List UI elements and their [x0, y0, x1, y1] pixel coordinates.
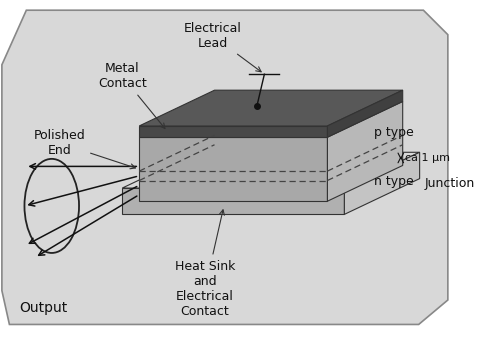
- Text: Heat Sink
and
Electrical
Contact: Heat Sink and Electrical Contact: [175, 210, 235, 317]
- Polygon shape: [139, 90, 402, 126]
- Polygon shape: [344, 152, 420, 214]
- Polygon shape: [122, 152, 420, 188]
- Text: Output: Output: [19, 300, 67, 315]
- Polygon shape: [139, 126, 327, 137]
- Polygon shape: [139, 101, 402, 137]
- Text: Junction: Junction: [424, 177, 475, 190]
- Text: Electrical
Lead: Electrical Lead: [184, 22, 261, 72]
- Text: Metal
Contact: Metal Contact: [98, 62, 165, 128]
- Polygon shape: [327, 90, 402, 137]
- Text: ca 1 μm: ca 1 μm: [404, 153, 450, 163]
- Text: n type: n type: [374, 175, 414, 188]
- Polygon shape: [327, 101, 402, 201]
- Text: Polished
End: Polished End: [33, 129, 135, 169]
- Polygon shape: [2, 10, 448, 324]
- Text: p type: p type: [374, 126, 414, 139]
- Polygon shape: [122, 188, 344, 214]
- Polygon shape: [139, 137, 327, 201]
